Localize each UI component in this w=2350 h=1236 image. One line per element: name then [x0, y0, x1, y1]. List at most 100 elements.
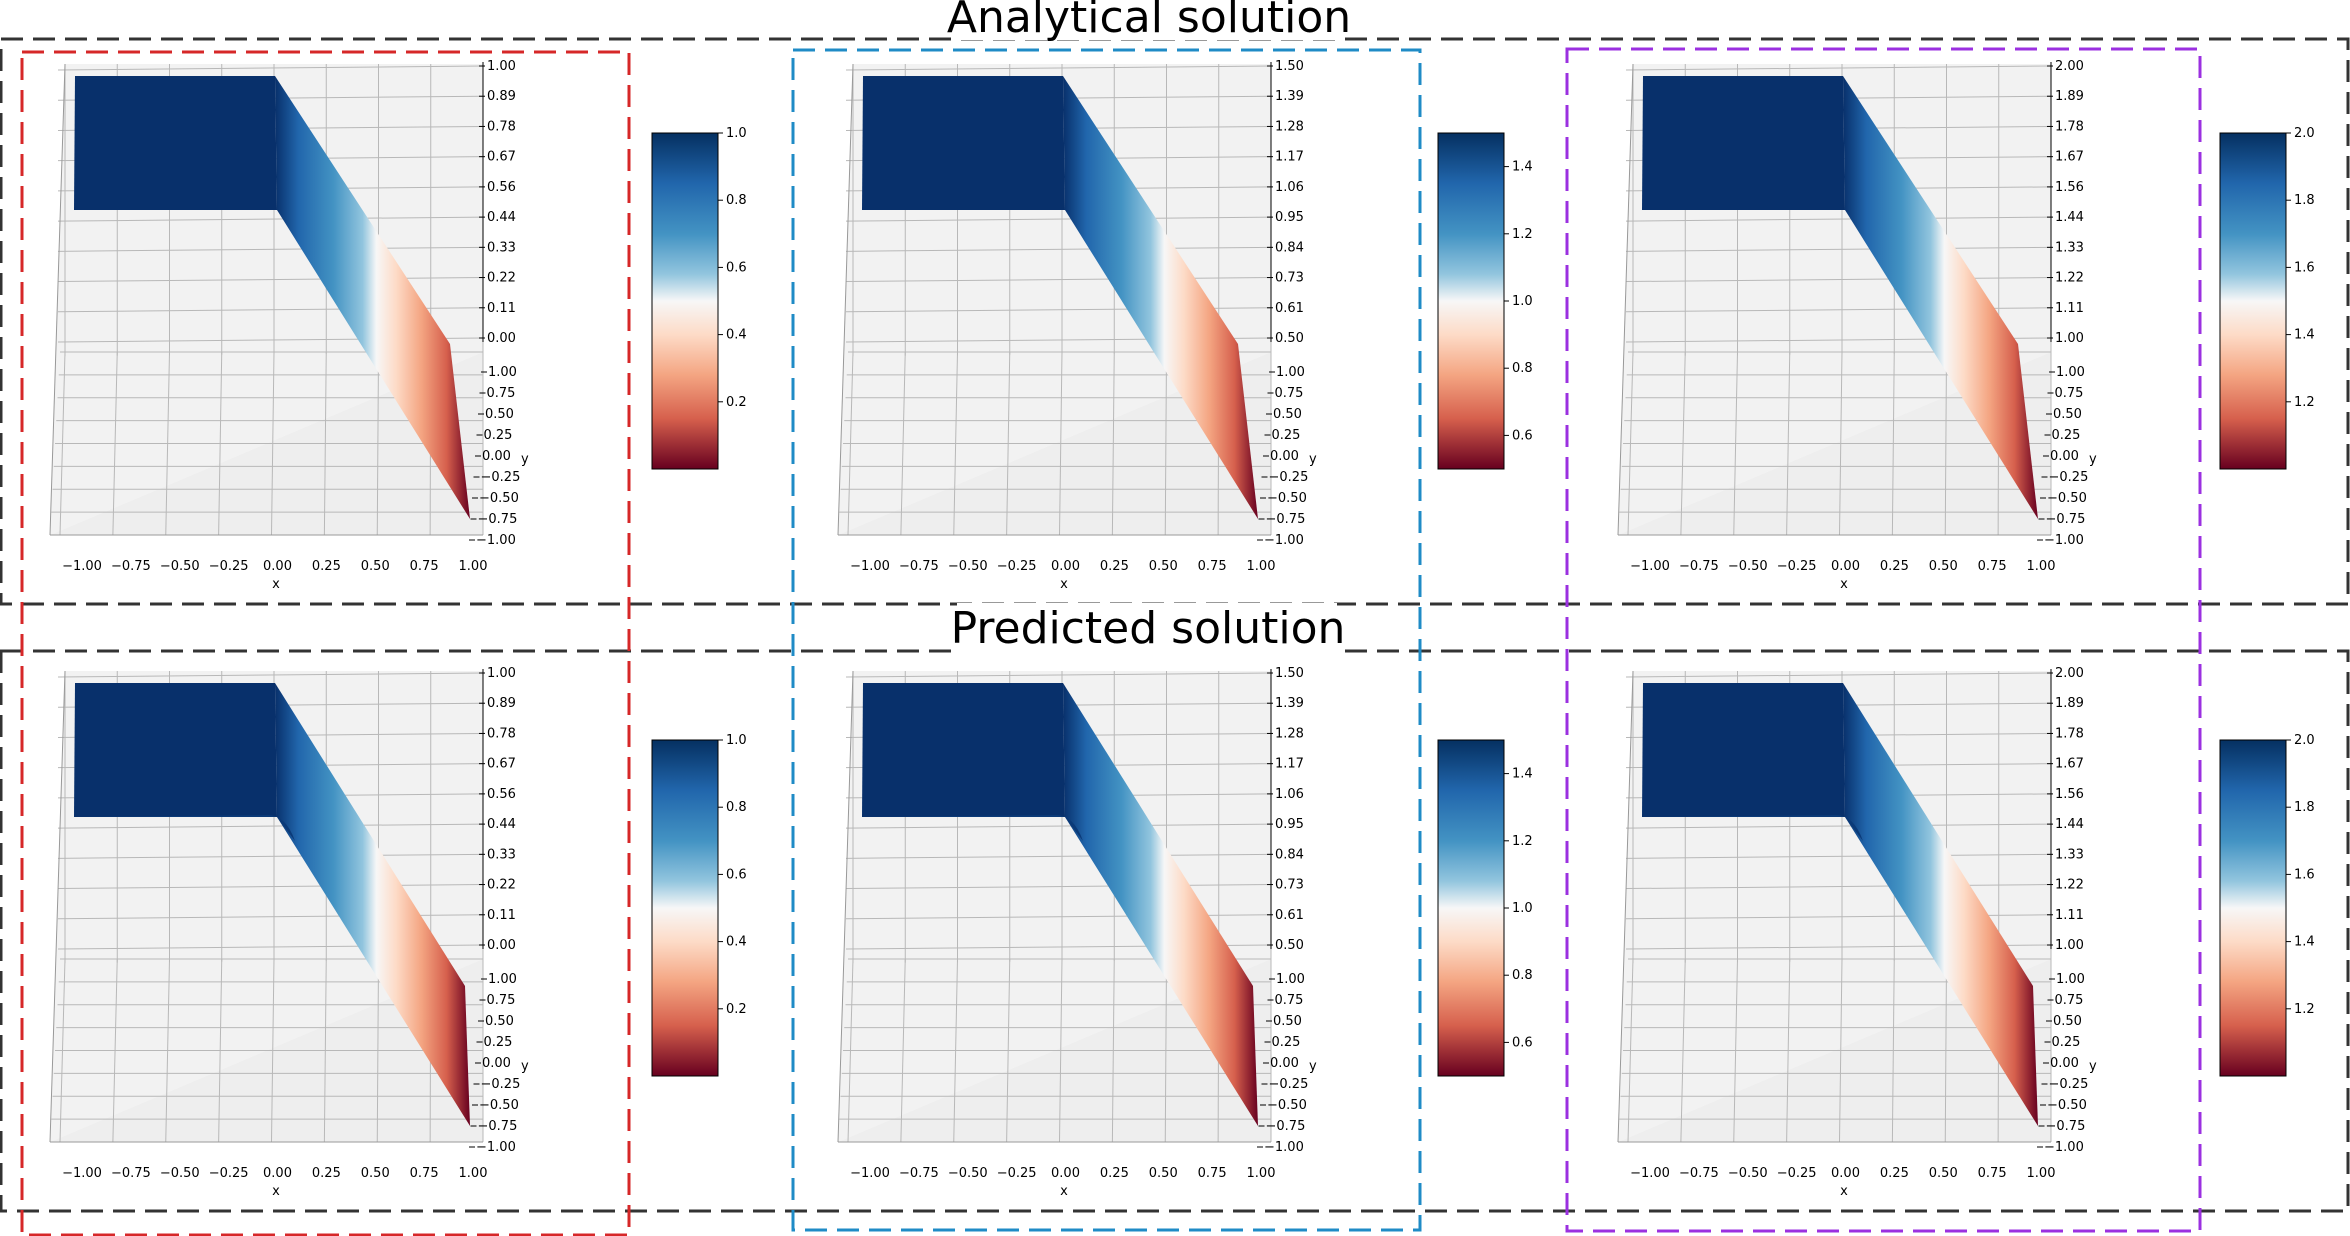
z-tick-label: 0.95 [1275, 210, 1304, 225]
surface-plateau [74, 683, 277, 817]
z-tick-label: 0.61 [1275, 301, 1304, 316]
x-tick-label: 1.00 [459, 1166, 488, 1181]
surface-ramp [1843, 683, 2038, 1126]
y-tick-label: −0.75 [1266, 1119, 1306, 1134]
z-tick-label: 0.56 [487, 787, 516, 802]
x-tick-label: −0.25 [209, 1166, 249, 1181]
y-tick-label: 0.00 [2050, 449, 2079, 464]
x-tick-label: 0.75 [410, 1166, 439, 1181]
z-tick-label: 1.39 [1275, 89, 1304, 104]
z-tick-label: 1.78 [2055, 726, 2084, 741]
z-tick-label: 1.22 [2055, 271, 2084, 286]
z-tick-label: 0.11 [487, 908, 516, 923]
gridline [57, 65, 484, 71]
y-tick-label: 0.75 [1275, 386, 1304, 401]
x-axis-label: x [272, 577, 280, 592]
x-tick-label: 1.00 [2027, 1166, 2056, 1181]
surface-plot-predicted-3: 2.00 1.89 1.78 1.67 1.56 1.44 1.33 1.22 1.11 1.00… [1617, 666, 2315, 1199]
y-axis-label: y [521, 452, 529, 467]
z-tick-label: 1.00 [2055, 938, 2084, 953]
y-tick-label: 0.50 [2053, 1014, 2082, 1029]
z-tick-label: 1.89 [2055, 696, 2084, 711]
x-tick-label: 0.00 [263, 1166, 292, 1181]
z-tick-label: 0.00 [487, 331, 516, 346]
y-tick-label: −0.75 [2046, 1119, 2086, 1134]
y-tick-label: 1.00 [1276, 365, 1305, 380]
x-tick-label: −0.25 [997, 1166, 1037, 1181]
x-tick-label: 0.25 [1880, 559, 1909, 574]
z-tick-label: 1.28 [1275, 119, 1304, 134]
z-tick-label: 0.73 [1275, 271, 1304, 286]
y-tick-label: −0.50 [479, 1098, 519, 1113]
gridline [845, 277, 1272, 283]
x-tick-label: 0.75 [1198, 559, 1227, 574]
y-tick-label: 1.00 [488, 365, 517, 380]
z-tick-label: 0.73 [1275, 878, 1304, 893]
x-tick-label: 0.50 [361, 1166, 390, 1181]
z-tick-label: 1.11 [2055, 908, 2084, 923]
x-tick-label: 0.25 [312, 1166, 341, 1181]
surface-ramp [1843, 76, 2038, 519]
y-tick-label: −0.25 [481, 470, 521, 485]
gridline [1625, 277, 2052, 283]
gridline [57, 277, 484, 283]
colorbar-tick-label: 1.8 [2294, 800, 2315, 815]
x-axis-label: x [1060, 577, 1068, 592]
x-tick-label: −0.25 [997, 559, 1037, 574]
x-tick-label: 0.25 [1100, 559, 1129, 574]
y-tick-label: 0.00 [2050, 1056, 2079, 1071]
z-tick-label: 1.44 [2055, 817, 2084, 832]
z-tick-label: 0.22 [487, 271, 516, 286]
z-tick-label: 0.33 [487, 847, 516, 862]
y-tick-label: 0.50 [1273, 1014, 1302, 1029]
surface-ramp [275, 683, 470, 1126]
colorbar-tick-label: 0.6 [726, 867, 747, 882]
x-axis-label: x [1060, 1184, 1068, 1199]
gridline [1625, 853, 2052, 859]
x-tick-label: −1.00 [850, 559, 890, 574]
surface-plateau [1642, 683, 1845, 817]
colorbar-tick-label: 1.4 [2294, 935, 2315, 950]
x-tick-label: 0.25 [1100, 1166, 1129, 1181]
colorbar-tick-label: 1.6 [2294, 867, 2315, 882]
x-tick-label: 0.00 [1831, 559, 1860, 574]
x-axis-label: x [1840, 577, 1848, 592]
x-tick-label: −0.75 [1679, 1166, 1719, 1181]
y-tick-label: 0.25 [1272, 1035, 1301, 1050]
z-tick-label: 1.67 [2055, 757, 2084, 772]
x-tick-label: −0.75 [899, 559, 939, 574]
z-tick-label: 1.17 [1275, 757, 1304, 772]
axis-edge [49, 670, 66, 1143]
colorbar-tick-label: 1.0 [1512, 294, 1533, 309]
y-tick-label: −1.00 [2044, 533, 2084, 548]
z-tick-label: 1.22 [2055, 878, 2084, 893]
surface-plot-analytical-3: 2.00 1.89 1.78 1.67 1.56 1.44 1.33 1.22 1.11 1.00… [1617, 59, 2315, 592]
colorbar-tick-label: 0.6 [1512, 1035, 1533, 1050]
z-tick-label: 0.00 [487, 938, 516, 953]
z-tick-label: 0.50 [1275, 331, 1304, 346]
x-axis-label: x [1840, 1184, 1848, 1199]
y-tick-label: 0.00 [482, 1056, 511, 1071]
y-tick-label: −1.00 [476, 1140, 516, 1155]
surface-ramp [275, 76, 470, 519]
z-tick-label: 0.78 [487, 119, 516, 134]
z-tick-label: 1.50 [1275, 666, 1304, 681]
z-tick-label: 1.06 [1275, 180, 1304, 195]
surface-plateau [74, 76, 277, 210]
y-tick-label: −0.50 [2047, 491, 2087, 506]
y-tick-label: −1.00 [2044, 1140, 2084, 1155]
y-tick-label: 0.75 [1275, 993, 1304, 1008]
column-frame-1 [20, 50, 631, 1236]
z-tick-label: 0.84 [1275, 240, 1304, 255]
z-tick-label: 0.11 [487, 301, 516, 316]
z-tick-label: 0.95 [1275, 817, 1304, 832]
gridline [57, 672, 484, 678]
y-tick-label: −0.75 [2046, 512, 2086, 527]
y-tick-label: 0.75 [487, 993, 516, 1008]
colorbar-tick-label: 0.2 [726, 395, 747, 410]
y-tick-label: 0.00 [1270, 1056, 1299, 1071]
x-tick-label: 1.00 [1247, 1166, 1276, 1181]
colorbar-tick-label: 0.2 [726, 1002, 747, 1017]
z-tick-label: 1.50 [1275, 59, 1304, 74]
